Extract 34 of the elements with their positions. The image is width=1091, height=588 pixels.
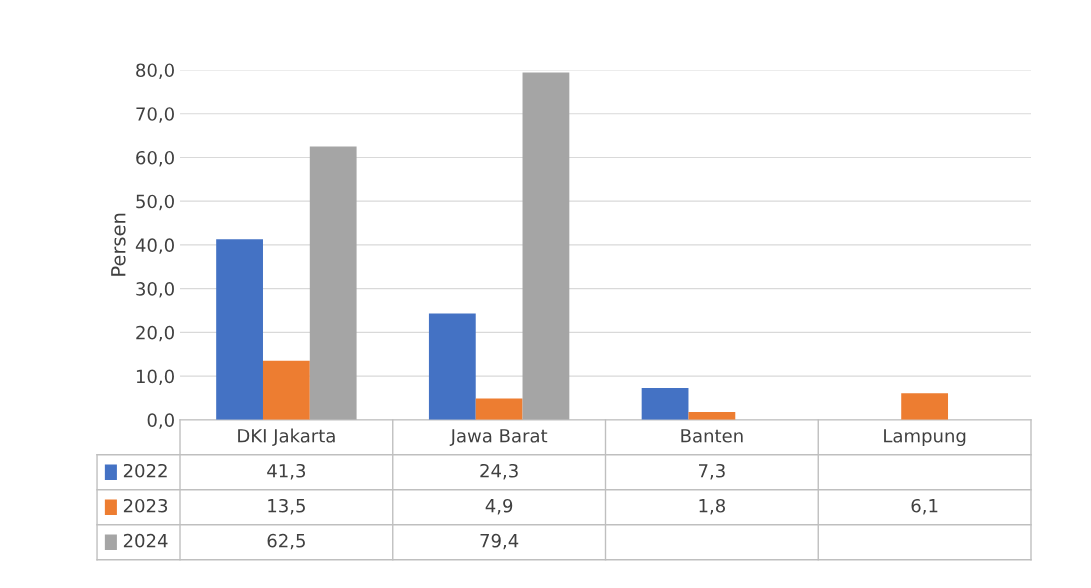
legend-label: 2024 <box>123 533 168 548</box>
data-label: 6,1 <box>911 498 938 515</box>
bar <box>428 313 476 420</box>
y-tick-label: 20,0 <box>136 325 174 342</box>
data-label: 62,5 <box>267 533 305 550</box>
bar <box>216 239 263 420</box>
bar <box>522 72 570 420</box>
y-tick-label: 80,0 <box>136 63 174 79</box>
x-tick-label: Lampung <box>884 429 966 447</box>
y-axis-title: Persen <box>111 213 126 276</box>
y-tick-label: 40,0 <box>135 238 174 254</box>
bar <box>901 393 949 420</box>
bar <box>309 146 357 420</box>
data-label: 7,3 <box>699 463 725 480</box>
x-tick-label: Banten <box>681 429 743 443</box>
data-label: 4,9 <box>485 498 513 515</box>
bar <box>641 387 689 420</box>
y-tick-label: 70,0 <box>136 107 174 123</box>
data-label: 79,4 <box>480 533 519 550</box>
x-tick-label: Jawa Barat <box>449 429 548 446</box>
bar <box>475 398 523 420</box>
data-label: 24,3 <box>480 463 518 480</box>
legend-label: 2023 <box>123 498 168 513</box>
data-label: 1,8 <box>699 498 725 515</box>
y-tick-label: 60,0 <box>136 150 174 167</box>
y-tick-label: 50,0 <box>136 194 174 211</box>
y-tick-label: 30,0 <box>136 282 174 298</box>
y-tick-label: 10,0 <box>136 369 174 386</box>
legend-label: 2022 <box>123 463 167 478</box>
bar <box>262 360 310 420</box>
y-tick-label: 0,0 <box>147 413 174 429</box>
data-label: 13,5 <box>268 498 305 515</box>
x-tick-label: DKI Jakarta <box>238 428 335 446</box>
data-label: 41,3 <box>267 463 306 480</box>
